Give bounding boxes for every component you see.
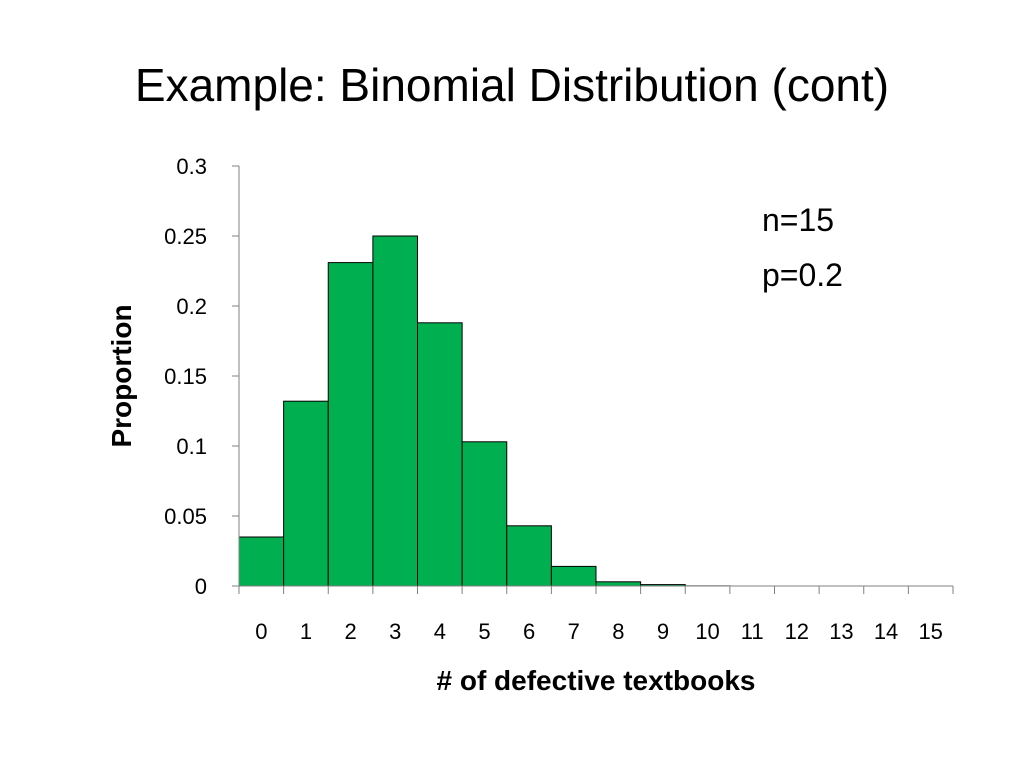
x-tick-label: 13	[829, 619, 853, 644]
x-ticks: 0 1 2 3 4 5 6 7 8 9 10 11 12 13 14 15	[238, 586, 954, 644]
x-tick-label: 9	[657, 619, 669, 644]
bar-8	[595, 581, 642, 587]
y-tick-label: 0.25	[164, 224, 207, 249]
y-axis-title: Proportion	[106, 304, 137, 447]
bars-layer	[238, 235, 731, 587]
x-axis-title: # of defective textbooks	[437, 665, 756, 696]
x-tick-label: 11	[741, 619, 764, 644]
bar-7	[550, 565, 597, 587]
x-tick-label: 8	[612, 619, 624, 644]
y-tick-label: 0.2	[176, 294, 207, 319]
bar-2	[327, 262, 374, 587]
x-tick-label: 12	[785, 619, 809, 644]
bar-3	[372, 235, 418, 587]
y-tick-label: 0	[195, 574, 207, 599]
x-tick-label: 14	[874, 619, 898, 644]
x-tick-label: 2	[344, 619, 356, 644]
y-tick-label: 0.1	[176, 434, 207, 459]
bar-5	[461, 441, 508, 587]
bar-6	[506, 525, 552, 587]
y-tick-label: 0.15	[164, 364, 207, 389]
x-tick-label: 3	[389, 619, 401, 644]
x-tick-label: 4	[434, 619, 446, 644]
x-tick-label: 7	[568, 619, 580, 644]
x-tick-label: 15	[918, 619, 942, 644]
x-tick-label: 10	[695, 619, 719, 644]
annotation-p: p=0.2	[762, 257, 843, 293]
x-tick-label: 5	[478, 619, 490, 644]
bar-4	[417, 322, 463, 587]
x-tick-label: 6	[523, 619, 535, 644]
annotation-n: n=15	[762, 202, 834, 238]
bar-1	[283, 400, 329, 587]
y-tick-label: 0.3	[176, 154, 207, 179]
bar-0	[238, 536, 285, 587]
x-tick-label: 1	[300, 619, 312, 644]
x-tick-label: 0	[255, 619, 267, 644]
y-ticks: 0 0.05 0.1 0.15 0.2 0.25 0.3	[164, 154, 239, 599]
slide-title: Example: Binomial Distribution (cont)	[134, 59, 890, 111]
y-tick-label: 0.05	[164, 504, 207, 529]
